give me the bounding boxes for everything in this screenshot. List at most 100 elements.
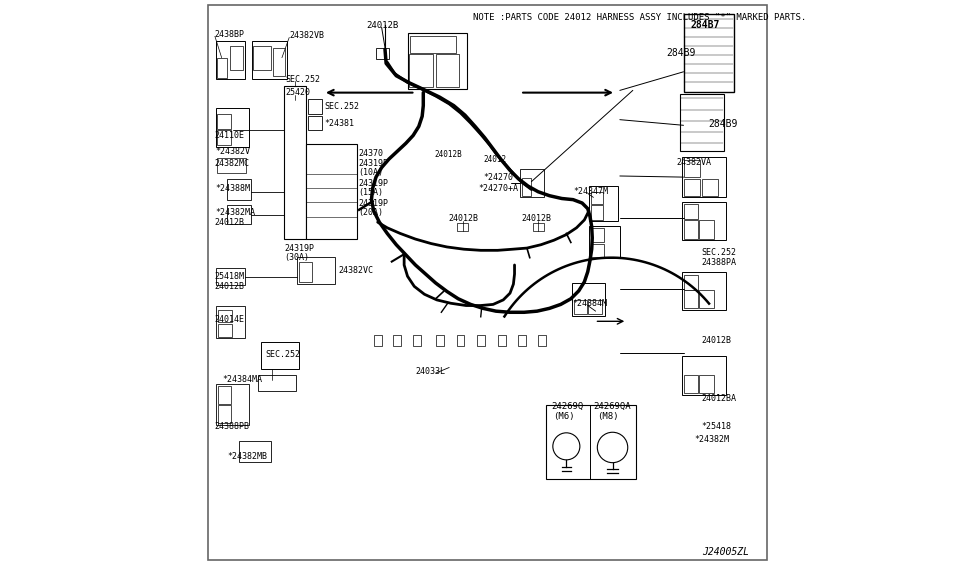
Bar — [436, 54, 459, 87]
Text: *24384MA: *24384MA — [222, 375, 263, 384]
Text: SEC.252: SEC.252 — [265, 350, 300, 359]
Bar — [217, 405, 231, 423]
Bar — [257, 375, 296, 391]
Bar — [408, 33, 467, 89]
Text: 24319P: 24319P — [358, 199, 388, 208]
Bar — [702, 179, 719, 196]
Bar — [588, 301, 602, 314]
Text: (20A): (20A) — [358, 208, 383, 217]
Bar — [216, 306, 246, 338]
Bar — [683, 290, 698, 308]
Text: 24012B: 24012B — [702, 336, 731, 345]
Bar — [683, 179, 700, 196]
Bar — [284, 86, 306, 239]
Bar — [216, 268, 246, 285]
Bar — [376, 48, 389, 59]
Bar — [699, 290, 714, 308]
Bar — [298, 262, 312, 282]
Bar — [591, 228, 604, 242]
Bar — [545, 405, 636, 479]
Bar — [699, 221, 714, 238]
Text: 24110E: 24110E — [214, 131, 245, 140]
Bar — [456, 335, 464, 346]
Text: (15A): (15A) — [358, 188, 383, 197]
Bar — [538, 335, 546, 346]
Bar — [227, 179, 251, 200]
Text: 24319P: 24319P — [358, 179, 388, 188]
Bar — [682, 202, 725, 240]
Text: 24012B: 24012B — [214, 218, 245, 227]
Text: 24319P: 24319P — [285, 243, 315, 252]
Bar — [239, 441, 271, 461]
Bar — [306, 144, 357, 239]
Text: *24381: *24381 — [324, 118, 354, 127]
Text: (M8): (M8) — [597, 412, 618, 421]
Bar — [683, 14, 734, 92]
Bar — [591, 205, 603, 220]
Bar — [217, 386, 231, 404]
Bar — [591, 192, 603, 204]
Text: *25418: *25418 — [702, 422, 731, 431]
Bar — [682, 272, 725, 310]
Bar — [410, 36, 456, 53]
Text: 284B7: 284B7 — [690, 20, 720, 30]
Text: (M6): (M6) — [553, 412, 574, 421]
Bar — [457, 224, 468, 231]
Text: *24270: *24270 — [483, 173, 513, 182]
Bar — [373, 335, 381, 346]
Circle shape — [598, 432, 628, 462]
Text: 24382MC: 24382MC — [214, 159, 250, 168]
Bar — [591, 243, 604, 257]
Text: SEC.252: SEC.252 — [324, 102, 359, 111]
Text: *24382MB: *24382MB — [227, 452, 267, 461]
Bar — [532, 224, 544, 231]
Text: 25420: 25420 — [286, 88, 311, 97]
Bar — [410, 54, 433, 87]
Text: 24382VC: 24382VC — [338, 266, 373, 275]
Bar — [699, 375, 714, 393]
Bar — [217, 58, 227, 78]
Text: 284B9: 284B9 — [708, 119, 738, 129]
Bar — [522, 178, 530, 196]
Bar — [261, 341, 299, 368]
Bar — [683, 204, 698, 219]
Text: 24382VA: 24382VA — [677, 158, 712, 167]
Bar — [217, 130, 231, 145]
Bar — [227, 205, 251, 224]
Bar — [497, 335, 505, 346]
Text: 24388PB: 24388PB — [214, 422, 250, 431]
Bar — [683, 375, 698, 393]
Bar — [217, 324, 232, 337]
Text: (10A): (10A) — [358, 168, 383, 177]
Bar — [393, 335, 401, 346]
Text: NOTE :PARTS CODE 24012 HARNESS ASSY INCLUDES "*" MARKED PARTS.: NOTE :PARTS CODE 24012 HARNESS ASSY INCL… — [474, 12, 806, 22]
Bar — [216, 384, 249, 425]
Text: 24012: 24012 — [483, 155, 506, 164]
Bar — [229, 46, 243, 70]
Bar — [413, 335, 421, 346]
Text: 24269QA: 24269QA — [594, 402, 631, 411]
Bar — [253, 41, 287, 79]
Bar — [573, 301, 587, 314]
Text: 24014E: 24014E — [214, 315, 245, 324]
Text: *24382V: *24382V — [214, 147, 250, 156]
Bar — [519, 335, 526, 346]
Text: *24347M: *24347M — [573, 187, 608, 196]
Bar — [216, 41, 246, 79]
Text: *24382M: *24382M — [695, 435, 729, 444]
Bar — [297, 257, 335, 284]
Text: 24319P: 24319P — [358, 159, 388, 168]
Bar — [572, 283, 604, 316]
Bar — [682, 356, 725, 395]
Circle shape — [553, 433, 580, 460]
Bar — [308, 115, 322, 130]
Text: (30A): (30A) — [285, 252, 310, 261]
Text: 25418M: 25418M — [214, 272, 245, 281]
Text: 24012B: 24012B — [434, 150, 462, 159]
Bar — [217, 158, 247, 173]
Text: SEC.252: SEC.252 — [286, 75, 321, 84]
Text: 24388PA: 24388PA — [702, 258, 736, 267]
Text: 24012B: 24012B — [522, 215, 551, 224]
Bar — [681, 94, 724, 151]
Text: 24012B: 24012B — [367, 20, 399, 29]
